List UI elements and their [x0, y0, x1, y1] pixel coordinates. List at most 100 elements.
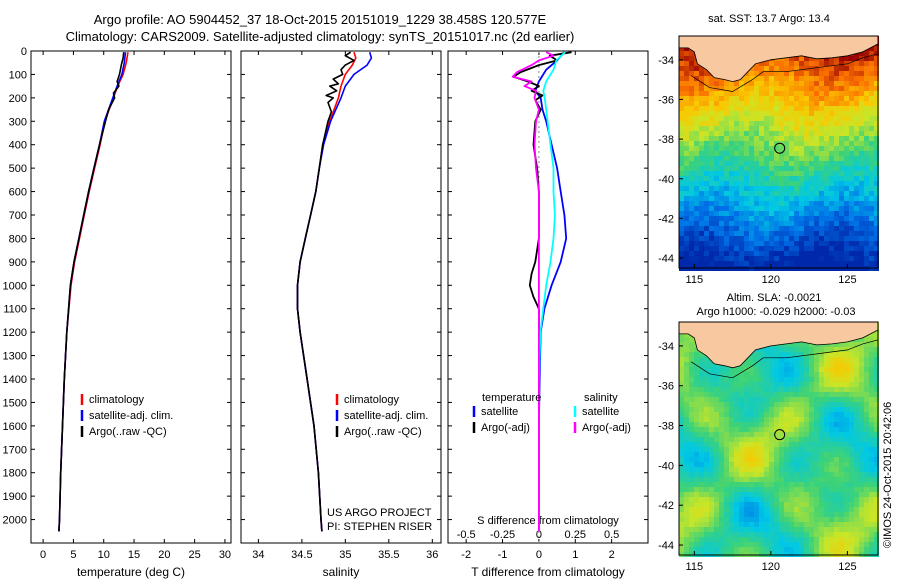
- sla-map-cell: [869, 337, 874, 342]
- sla-map-cell: [779, 422, 784, 427]
- sla-map-cell: [799, 527, 804, 532]
- sst-map-cell: [784, 146, 789, 151]
- sla-map-cell: [764, 377, 769, 382]
- sla-map-cell: [774, 472, 779, 477]
- sla-map-cell: [689, 382, 694, 387]
- sla-map-cell: [764, 452, 769, 457]
- sst-map-cell: [849, 76, 854, 81]
- sla-map-cell: [844, 412, 849, 417]
- sla-map-cell: [824, 467, 829, 472]
- sla-map-cell: [704, 482, 709, 487]
- sla-map-cell: [819, 452, 824, 457]
- sst-map-cell: [764, 96, 769, 101]
- sla-map-cell: [824, 422, 829, 427]
- sst-map-cell: [774, 241, 779, 246]
- sst-map-cell: [819, 226, 824, 231]
- sst-map-cell: [864, 176, 869, 181]
- sla-map-cell: [849, 427, 854, 432]
- sst-map-cell: [814, 171, 819, 176]
- figure-title-line2: Climatology: CARS2009. Satellite-adjuste…: [65, 29, 575, 44]
- sla-map-cell: [779, 447, 784, 452]
- sla-map-cell: [754, 467, 759, 472]
- sla-map-cell: [854, 457, 859, 462]
- sst-map-cell: [689, 81, 694, 86]
- sla-map-cell: [704, 547, 709, 552]
- sla-map-cell: [729, 457, 734, 462]
- sst-map-cell: [679, 246, 684, 251]
- sst-map-cell: [799, 76, 804, 81]
- sla-map-cell: [869, 507, 874, 512]
- sla-map-cell: [734, 402, 739, 407]
- sst-map-cell: [724, 261, 729, 266]
- sst-map-cell: [719, 126, 724, 131]
- sst-map-cell: [679, 261, 684, 266]
- sla-map-cell: [724, 377, 729, 382]
- sst-map-cell: [689, 181, 694, 186]
- sla-map-cell: [839, 542, 844, 547]
- sla-map-cell: [679, 512, 684, 517]
- sla-map-cell: [804, 422, 809, 427]
- sla-map-cell: [714, 492, 719, 497]
- sst-map-cell: [804, 171, 809, 176]
- sla-map-cell: [839, 532, 844, 537]
- sla-map-cell: [764, 487, 769, 492]
- sst-map-cell: [829, 121, 834, 126]
- sst-map-cell: [744, 156, 749, 161]
- sla-map-cell: [819, 472, 824, 477]
- sla-map-cell: [744, 472, 749, 477]
- sst-map-cell: [724, 151, 729, 156]
- sla-map-cell: [854, 347, 859, 352]
- sla-map-cell: [754, 407, 759, 412]
- sla-map-cell: [874, 502, 879, 507]
- sla-map-cell: [719, 397, 724, 402]
- sst-map-cell: [729, 156, 734, 161]
- sla-map-cell: [679, 397, 684, 402]
- sst-map-cell: [874, 256, 879, 261]
- sst-map-cell: [864, 116, 869, 121]
- sst-map-cell: [779, 161, 784, 166]
- sla-map-cell: [734, 372, 739, 377]
- sla-map-cell: [809, 447, 814, 452]
- sst-map-cell: [759, 121, 764, 126]
- sst-map-cell: [844, 76, 849, 81]
- sst-map-cell: [734, 151, 739, 156]
- sla-map-cell: [689, 422, 694, 427]
- sla-map-cell: [839, 402, 844, 407]
- sla-map-cell: [719, 547, 724, 552]
- sst-map-cell: [689, 61, 694, 66]
- sla-map-cell: [739, 527, 744, 532]
- sst-map-cell: [819, 86, 824, 91]
- sla-map-cell: [714, 527, 719, 532]
- sst-map-cell: [849, 146, 854, 151]
- sla-map-cell: [829, 522, 834, 527]
- sst-map-cell: [804, 211, 809, 216]
- sla-map-cell: [704, 432, 709, 437]
- sla-map-cell: [754, 442, 759, 447]
- sla-map-cell: [709, 412, 714, 417]
- sla-map-cell: [804, 487, 809, 492]
- sla-map-cell: [789, 362, 794, 367]
- sla-map-cell: [839, 492, 844, 497]
- sla-map-cell: [779, 527, 784, 532]
- sst-map-cell: [739, 166, 744, 171]
- sla-map-cell: [834, 382, 839, 387]
- sla-map-cell: [744, 542, 749, 547]
- sla-map-cell: [874, 482, 879, 487]
- sla-map-cell: [849, 407, 854, 412]
- sla-map-cell: [824, 457, 829, 462]
- sst-map-cell: [754, 191, 759, 196]
- sst-map-cell: [864, 156, 869, 161]
- sla-map-cell: [744, 497, 749, 502]
- sst-map-cell: [844, 216, 849, 221]
- sla-map-cell: [869, 347, 874, 352]
- sst-map-cell: [804, 156, 809, 161]
- sst-map-cell: [739, 86, 744, 91]
- sla-map-cell: [824, 412, 829, 417]
- sla-map-cell: [754, 477, 759, 482]
- sst-map-cell: [874, 196, 879, 201]
- sst-map-cell: [749, 146, 754, 151]
- sst-map-cell: [789, 251, 794, 256]
- sla-map-cell: [719, 482, 724, 487]
- sst-map-cell: [839, 181, 844, 186]
- sst-map-ytick-label: -36: [658, 94, 674, 106]
